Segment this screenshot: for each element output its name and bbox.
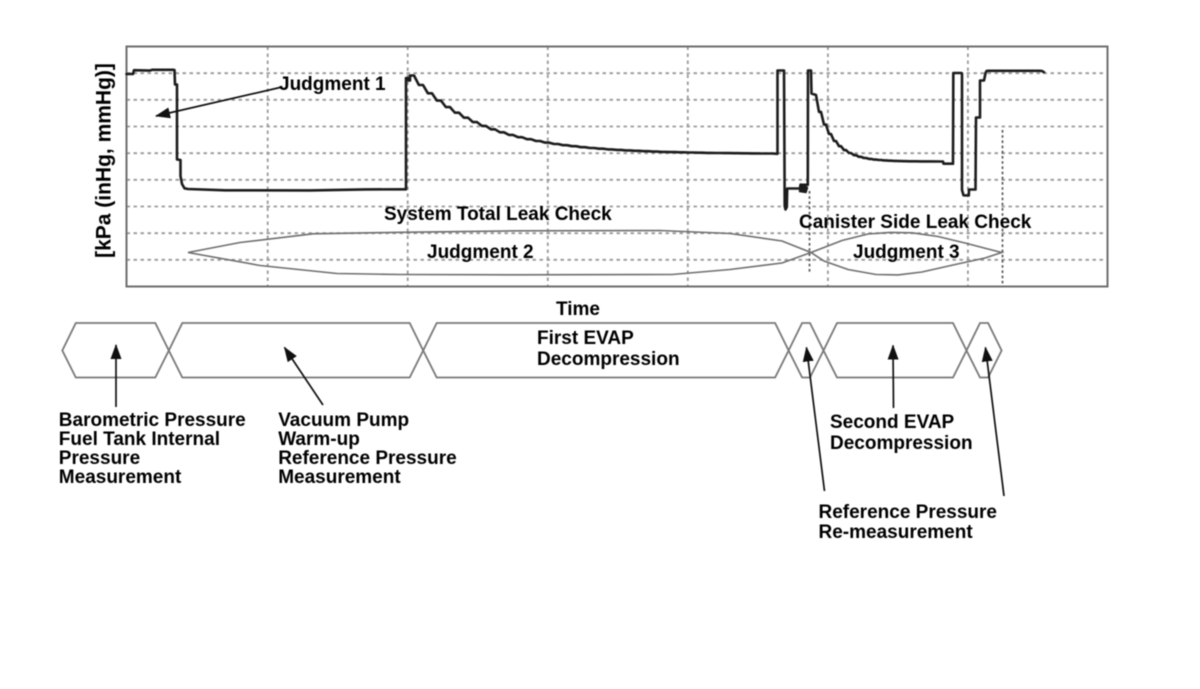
system-total-leak-check-label: System Total Leak Check — [384, 203, 612, 225]
y-axis-label: [kPa (inHg, mmHg)] — [92, 63, 115, 258]
pressure-trace — [125, 68, 1046, 211]
phase-hexagon — [822, 322, 968, 379]
trace-step-blob — [798, 183, 809, 194]
judgment-1-label: Judgment 1 — [279, 73, 386, 95]
reference-left-arrow — [802, 346, 826, 492]
second-evap-decompression-label: Second EVAP Decompression — [830, 411, 973, 454]
phase-hexagon — [965, 322, 1003, 379]
reference-pressure-remeasurement-label: Reference Pressure Re-measurement — [818, 501, 998, 543]
phase-hexagon — [167, 322, 425, 379]
plot-frame — [125, 45, 1109, 288]
barometric-pressure-label: Barometric Pressure Fuel Tank Internal P… — [58, 409, 246, 488]
vacuum-pump-arrow — [283, 346, 324, 406]
judgment-3-label: Judgment 3 — [853, 242, 960, 263]
first-evap-decompression-label: First EVAP Decompression — [537, 327, 680, 370]
x-axis-label: Time — [556, 298, 601, 320]
judgment-3-lens — [809, 231, 1005, 276]
vacuum-pump-label: Vacuum Pump Warm-up Reference Pressure M… — [278, 409, 457, 488]
canister-side-leak-check-label: Canister Side Leak Check — [799, 212, 1032, 234]
judgment1-arrow — [155, 86, 281, 119]
reference-right-arrow — [981, 346, 1005, 497]
second-evap-arrow — [887, 344, 899, 409]
judgment-2-label: Judgment 2 — [427, 241, 534, 263]
